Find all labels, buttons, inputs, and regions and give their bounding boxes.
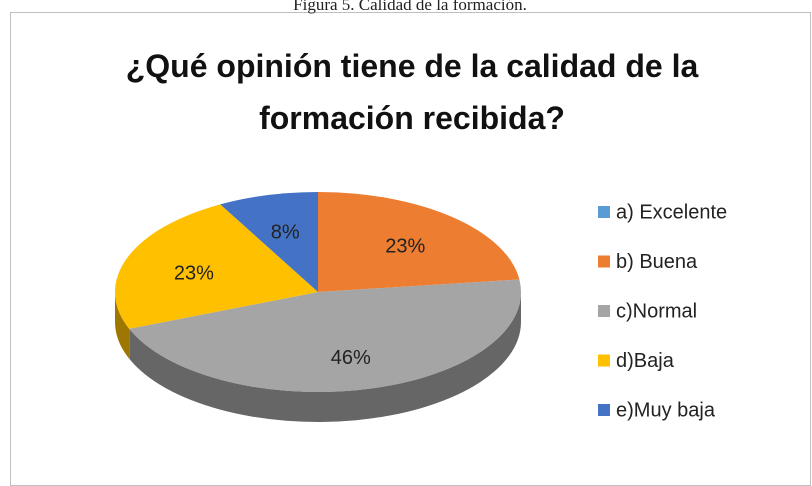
data-label: 8% <box>271 221 300 243</box>
data-label: 46% <box>331 347 371 369</box>
legend-swatch <box>598 206 610 218</box>
pie-side <box>115 292 130 359</box>
legend-label: b) Buena <box>616 251 698 273</box>
legend-label: d)Baja <box>616 350 675 372</box>
caption-bg <box>250 0 570 12</box>
pie-slice <box>318 192 520 292</box>
pie-slice <box>220 192 318 292</box>
pie-slice <box>129 279 521 392</box>
legend-swatch <box>598 354 610 367</box>
legend-swatch <box>598 255 610 268</box>
data-label: 23% <box>385 236 425 258</box>
legend-label: e)Muy baja <box>616 399 716 421</box>
legend-swatch <box>598 305 610 317</box>
legend-label: a) Excelente <box>616 201 727 223</box>
chart-title: ¿Qué opinión tiene de la calidad de la f… <box>125 48 699 136</box>
data-label: 23% <box>174 262 214 284</box>
figure-caption: Figura 5. Calidad de la formación. <box>293 0 527 14</box>
pie-slice <box>114 204 319 329</box>
pie-side <box>129 292 521 422</box>
legend-label: c)Normal <box>616 300 697 322</box>
legend-swatch <box>598 404 610 416</box>
